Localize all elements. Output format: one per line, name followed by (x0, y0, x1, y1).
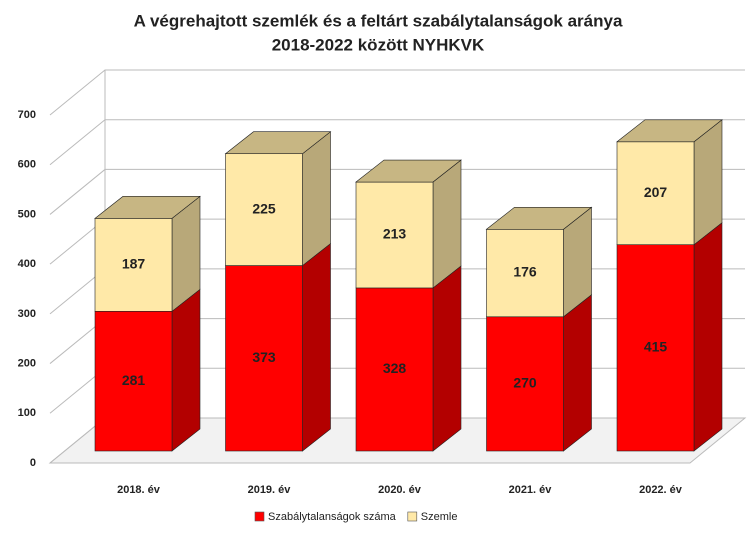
y-tick-label: 300 (18, 308, 36, 320)
legend-label: Szemle (421, 511, 458, 523)
legend-swatch (254, 511, 265, 522)
chart-title: 2018-2022 között NYHKVK (272, 35, 485, 54)
data-label: 176 (513, 264, 537, 280)
bar (486, 316, 564, 452)
bar (355, 181, 434, 289)
legend-label: Szabálytalanságok száma (268, 511, 397, 523)
bar (486, 228, 564, 318)
bar-side (171, 288, 201, 452)
bar (355, 287, 434, 452)
bar-side (302, 131, 331, 267)
grid-line (49, 168, 745, 215)
y-tick-label: 600 (18, 159, 36, 171)
bar-side (563, 294, 592, 452)
bar-top (355, 159, 462, 183)
y-tick-label: 200 (18, 357, 36, 369)
data-label: 373 (252, 349, 276, 365)
data-label: 328 (383, 360, 407, 376)
y-tick-label: 0 (30, 457, 36, 469)
bar-side (693, 222, 723, 452)
grid-line (49, 69, 745, 116)
bar-top (616, 119, 723, 143)
bar-top (224, 131, 332, 155)
y-tick-label: 500 (18, 208, 36, 220)
x-tick-label: 2018. év (117, 484, 161, 496)
data-label: 225 (252, 200, 276, 216)
data-label: 207 (644, 184, 668, 200)
x-tick-label: 2019. év (248, 484, 292, 496)
data-label: 213 (383, 226, 407, 242)
data-label: 187 (122, 256, 146, 272)
bar-side (302, 242, 331, 452)
x-tick-label: 2022. év (639, 484, 683, 496)
bar-side (432, 159, 462, 289)
y-tick-label: 100 (18, 407, 36, 419)
y-tick-label: 400 (18, 258, 36, 270)
bar (616, 244, 695, 452)
bar (225, 265, 303, 452)
data-label: 270 (513, 375, 537, 391)
bar (94, 311, 173, 452)
bar-side (432, 265, 462, 452)
bar-top (485, 206, 593, 230)
y-tick-label: 700 (18, 109, 36, 121)
bar (225, 153, 303, 266)
x-tick-label: 2021. év (509, 484, 553, 496)
grid-line (49, 119, 745, 166)
data-label: 281 (122, 372, 146, 388)
bar-top (94, 196, 201, 219)
x-tick-label: 2020. év (378, 484, 422, 496)
chart-title: A végrehajtott szemlék és a feltárt szab… (134, 11, 623, 30)
data-label: 415 (644, 339, 668, 355)
bar (616, 141, 695, 245)
bar (94, 218, 173, 312)
legend-swatch (407, 511, 418, 522)
